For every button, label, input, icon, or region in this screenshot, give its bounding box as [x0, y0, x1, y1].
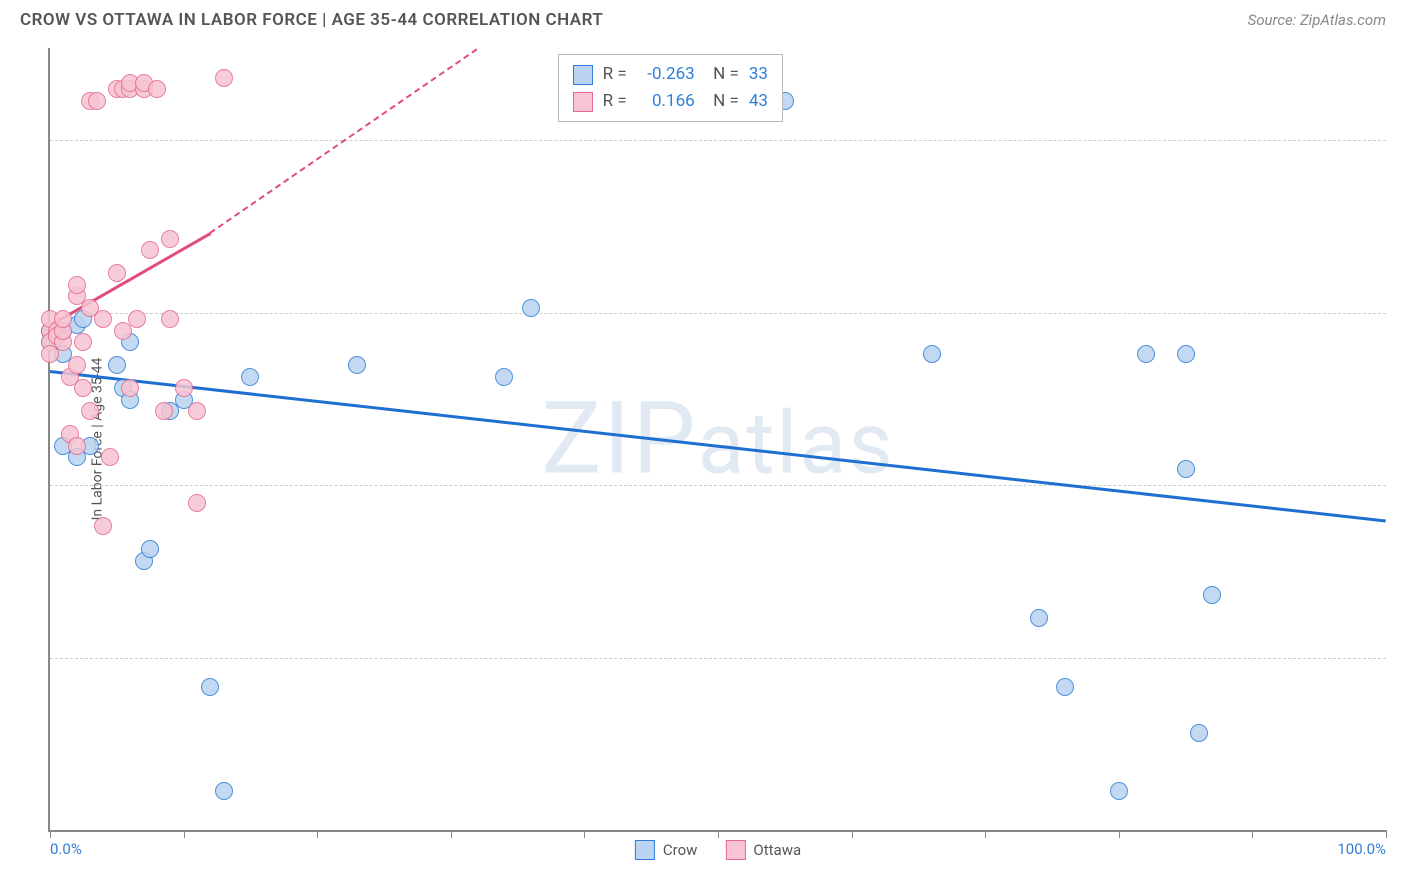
data-point [1137, 345, 1155, 363]
plot-region: In Labor Force | Age 35-44 ZIPatlas 55.0… [48, 48, 1386, 832]
x-tick [184, 830, 185, 838]
y-tick-label: 55.0% [1396, 649, 1406, 667]
chart-source: Source: ZipAtlas.com [1248, 11, 1386, 29]
data-point [161, 230, 179, 248]
trend-line [50, 370, 1386, 522]
grid-line [50, 140, 1386, 141]
data-point [141, 241, 159, 259]
grid-line [50, 313, 1386, 314]
grid-line [50, 658, 1386, 659]
y-tick-label: 100.0% [1396, 131, 1406, 149]
chart-area: In Labor Force | Age 35-44 ZIPatlas 55.0… [48, 48, 1386, 832]
stats-row: R = 0.166 N = 43 [573, 88, 768, 115]
data-point [128, 310, 146, 328]
data-point [121, 379, 139, 397]
data-point [188, 402, 206, 420]
data-point [495, 368, 513, 386]
data-point [215, 69, 233, 87]
series-swatch [573, 65, 593, 85]
data-point [68, 276, 86, 294]
data-point [1030, 609, 1048, 627]
legend-swatch [725, 840, 745, 860]
data-point [155, 402, 173, 420]
legend-label: Crow [663, 841, 698, 859]
data-point [923, 345, 941, 363]
x-tick [451, 830, 452, 838]
legend-label: Ottawa [753, 841, 801, 859]
data-point [161, 310, 179, 328]
data-point [74, 333, 92, 351]
data-point [1190, 724, 1208, 742]
x-tick [718, 830, 719, 838]
stat-r-value: -0.263 [637, 61, 695, 88]
x-tick [1386, 830, 1387, 838]
stat-n-value: 43 [749, 88, 768, 115]
data-point [148, 80, 166, 98]
y-tick-label: 85.0% [1396, 304, 1406, 322]
legend-item: Crow [635, 840, 698, 860]
data-point [1177, 345, 1195, 363]
data-point [94, 517, 112, 535]
chart-title: CROW VS OTTAWA IN LABOR FORCE | AGE 35-4… [20, 10, 603, 30]
data-point [175, 379, 193, 397]
x-tick [584, 830, 585, 838]
stat-n-label: N = [705, 61, 739, 88]
stat-n-value: 33 [749, 61, 768, 88]
data-point [141, 540, 159, 558]
x-min-label: 0.0% [50, 840, 82, 858]
stats-box: R = -0.263 N = 33 R = 0.166 N = 43 [558, 54, 783, 122]
y-tick-label: 70.0% [1396, 476, 1406, 494]
data-point [81, 402, 99, 420]
stat-r-label: R = [603, 61, 627, 88]
data-point [201, 678, 219, 696]
data-point [74, 379, 92, 397]
data-point [1203, 586, 1221, 604]
x-tick [317, 830, 318, 838]
chart-header: CROW VS OTTAWA IN LABOR FORCE | AGE 35-4… [0, 0, 1406, 36]
stats-row: R = -0.263 N = 33 [573, 61, 768, 88]
watermark: ZIPatlas [541, 381, 894, 498]
data-point [68, 437, 86, 455]
data-point [188, 494, 206, 512]
legend: Crow Ottawa [635, 840, 801, 860]
data-point [101, 448, 119, 466]
data-point [108, 356, 126, 374]
stat-r-value: 0.166 [637, 88, 695, 115]
x-tick [50, 830, 51, 838]
x-tick [852, 830, 853, 838]
data-point [54, 310, 72, 328]
legend-item: Ottawa [725, 840, 801, 860]
data-point [215, 782, 233, 800]
stat-n-label: N = [705, 88, 739, 115]
x-tick [985, 830, 986, 838]
data-point [522, 299, 540, 317]
x-tick [1119, 830, 1120, 838]
data-point [348, 356, 366, 374]
legend-swatch [635, 840, 655, 860]
x-tick [1252, 830, 1253, 838]
data-point [1056, 678, 1074, 696]
series-swatch [573, 92, 593, 112]
trend-line-dashed [210, 48, 478, 234]
data-point [1177, 460, 1195, 478]
data-point [108, 264, 126, 282]
data-point [1110, 782, 1128, 800]
grid-line [50, 485, 1386, 486]
data-point [88, 92, 106, 110]
data-point [241, 368, 259, 386]
x-max-label: 100.0% [1337, 840, 1386, 858]
stat-r-label: R = [603, 88, 627, 115]
data-point [94, 310, 112, 328]
data-point [68, 356, 86, 374]
